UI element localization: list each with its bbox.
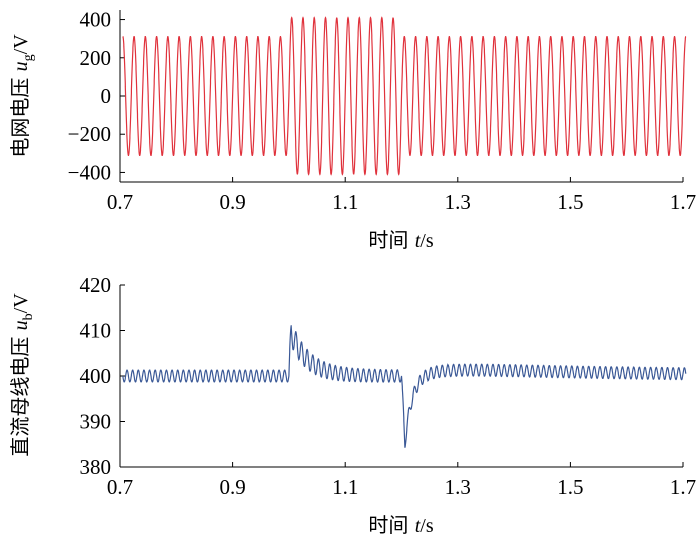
dc-bus-y-tick-label: 390 xyxy=(80,410,112,434)
grid-voltage-ticks: 400 200 0 −200 −400 0.7 0.9 1.1 1.3 1.5 1.7 xyxy=(68,8,696,214)
grid-voltage-y-tick-label: 0 xyxy=(101,84,112,108)
dc-bus-x-tick-label: 0.9 xyxy=(219,475,245,499)
dc-bus-y-tick-label: 400 xyxy=(80,364,112,388)
grid-voltage-y-tick-label: −400 xyxy=(68,160,111,184)
grid-voltage-x-tick-label: 1.1 xyxy=(332,190,358,214)
grid-voltage-x-tick-label: 1.7 xyxy=(670,190,696,214)
grid-voltage-chart: 400 200 0 −200 −400 0.7 0.9 1.1 1.3 1.5 1.7 时间 t/s… xyxy=(8,8,696,252)
dc-bus-y-axis-title: 直流母线电压 ub/V xyxy=(8,293,36,457)
grid-voltage-y-tick-label: 200 xyxy=(80,46,112,70)
grid-voltage-x-axis-title: 时间 t/s xyxy=(368,228,433,252)
dc-bus-x-axis-title: 时间 t/s xyxy=(368,513,433,537)
grid-voltage-y-tick-label: 400 xyxy=(80,8,112,32)
dc-bus-y-tick-label: 410 xyxy=(80,319,112,343)
grid-voltage-x-tick-label: 1.5 xyxy=(557,190,583,214)
grid-voltage-y-tick-label: −200 xyxy=(68,122,111,146)
dc-bus-x-tick-label: 0.7 xyxy=(107,475,133,499)
dc-bus-x-tick-label: 1.3 xyxy=(445,475,471,499)
grid-voltage-y-axis-title: 电网电压 ug/V xyxy=(8,34,36,158)
grid-voltage-x-tick-label: 0.7 xyxy=(107,190,133,214)
dc-bus-y-tick-label: 420 xyxy=(80,273,112,297)
dc-bus-x-tick-label: 1.7 xyxy=(670,475,696,499)
grid-voltage-x-tick-label: 0.9 xyxy=(219,190,245,214)
dc-bus-series-line xyxy=(122,325,687,448)
dc-bus-x-tick-label: 1.5 xyxy=(557,475,583,499)
dc-bus-x-tick-label: 1.1 xyxy=(332,475,358,499)
dc-bus-y-tick-label: 380 xyxy=(80,455,112,479)
grid-voltage-x-tick-label: 1.3 xyxy=(445,190,471,214)
grid-voltage-series-line xyxy=(122,16,687,176)
